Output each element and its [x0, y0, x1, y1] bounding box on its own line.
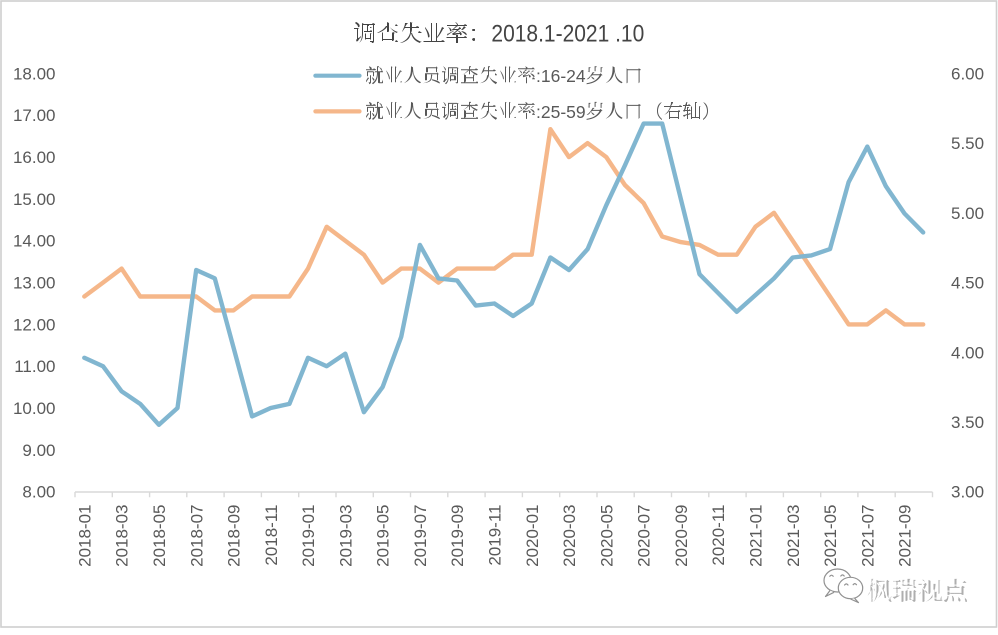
svg-text:2021-09: 2021-09: [896, 505, 915, 567]
svg-text:3.50: 3.50: [951, 413, 984, 432]
svg-text:4.50: 4.50: [951, 274, 984, 293]
svg-text:2018-03: 2018-03: [113, 505, 132, 567]
svg-text:2019-11: 2019-11: [486, 505, 505, 566]
svg-text:2018.1-2021 .10: 2018.1-2021 .10: [491, 20, 644, 47]
svg-text:2018-07: 2018-07: [187, 505, 206, 567]
svg-text:2020-07: 2020-07: [635, 505, 654, 567]
svg-text:2020-01: 2020-01: [523, 505, 542, 567]
svg-text:2021-01: 2021-01: [747, 505, 766, 567]
svg-text:17.00: 17.00: [13, 106, 56, 125]
svg-text:6.00: 6.00: [951, 64, 984, 83]
svg-text:2021-05: 2021-05: [821, 505, 840, 567]
svg-text:2021-03: 2021-03: [784, 505, 803, 567]
svg-text:5.50: 5.50: [951, 134, 984, 153]
svg-text:15.00: 15.00: [13, 190, 56, 209]
svg-text:2020-09: 2020-09: [672, 505, 691, 567]
svg-text:2018-09: 2018-09: [225, 505, 244, 567]
svg-text:14.00: 14.00: [13, 232, 56, 251]
svg-text:12.00: 12.00: [13, 315, 56, 334]
svg-text:5.00: 5.00: [951, 204, 984, 223]
svg-text:2020-05: 2020-05: [597, 505, 616, 567]
svg-text:2020-11: 2020-11: [709, 505, 728, 566]
svg-text:2018-01: 2018-01: [75, 505, 94, 567]
svg-text:2019-01: 2019-01: [299, 505, 318, 567]
svg-text:2019-03: 2019-03: [336, 505, 355, 567]
svg-text:4.00: 4.00: [951, 343, 984, 362]
svg-text:13.00: 13.00: [13, 274, 56, 293]
svg-text:8.00: 8.00: [22, 483, 55, 502]
svg-text:2021-07: 2021-07: [858, 505, 877, 567]
svg-text:16.00: 16.00: [13, 148, 56, 167]
svg-text:10.00: 10.00: [13, 399, 56, 418]
svg-text:2019-07: 2019-07: [411, 505, 430, 567]
svg-text:3.00: 3.00: [951, 483, 984, 502]
svg-text:11.00: 11.00: [14, 357, 55, 376]
svg-text::25-59: :25-59: [536, 102, 586, 122]
svg-text:2018-05: 2018-05: [150, 505, 169, 567]
svg-text:2019-09: 2019-09: [448, 505, 467, 567]
svg-text:18.00: 18.00: [13, 64, 56, 83]
svg-text:2019-05: 2019-05: [374, 505, 393, 567]
svg-text::16-24: :16-24: [536, 66, 586, 86]
svg-text:9.00: 9.00: [22, 441, 55, 460]
svg-text:2018-11: 2018-11: [262, 505, 281, 566]
svg-text:2020-03: 2020-03: [560, 505, 579, 567]
